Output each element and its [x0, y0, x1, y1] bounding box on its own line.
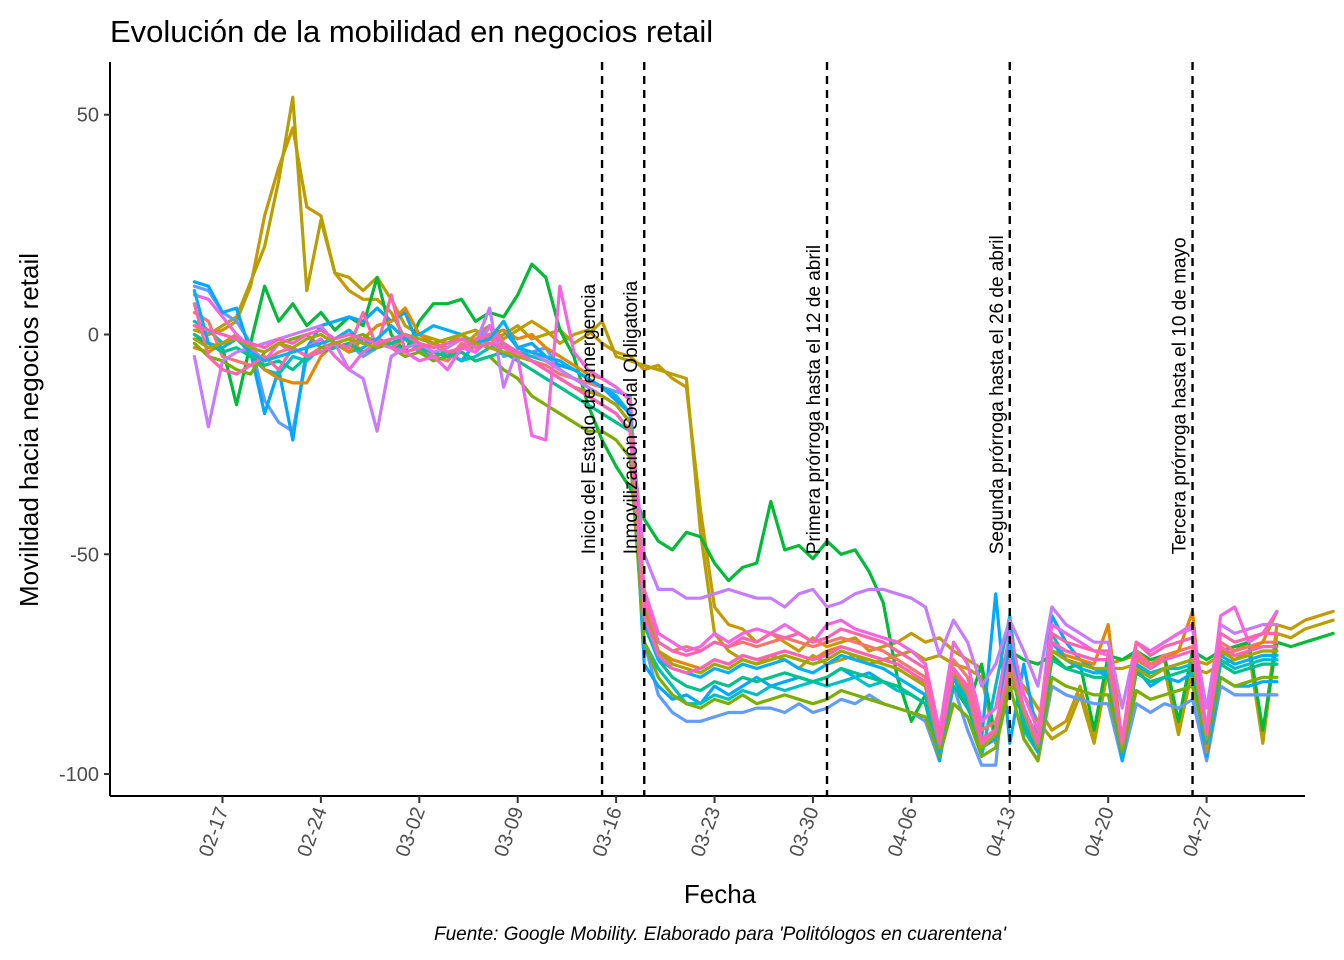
series-line-3: [192, 262, 1335, 754]
event-label-3: Primera prórroga hasta el 12 de abril: [804, 245, 825, 554]
x-tick-label: 02-24: [293, 804, 331, 860]
x-tick-label: 04-13: [982, 804, 1020, 860]
x-tick-label: 04-20: [1081, 804, 1119, 860]
event-label-1: Inicio del Estado de emergencia: [579, 283, 600, 554]
x-tick-label: 03-16: [589, 804, 627, 860]
plot-area: Inicio del Estado de emergencia Inmoviliz…: [59, 62, 1335, 860]
series-line-11: [192, 306, 1279, 710]
x-tick-label: 03-23: [687, 804, 725, 860]
y-tick-label: -50: [70, 544, 99, 566]
series-line-14: [192, 289, 1279, 754]
x-tick-label: 04-06: [884, 804, 922, 860]
x-tick-label: 03-09: [490, 804, 528, 860]
event-label-5: Tercera prórroga hasta el 10 de mayo: [1170, 237, 1191, 554]
chart-caption: Fuente: Google Mobility. Elaborado para …: [434, 924, 1007, 945]
y-tick-label: 0: [88, 325, 99, 347]
event-label-4: Segunda prórroga hasta el 26 de abril: [987, 235, 1008, 554]
x-tick-label: 04-27: [1179, 804, 1217, 860]
chart-title: Evolución de la mobilidad en negocios re…: [110, 14, 713, 49]
x-tick-label: 03-30: [785, 804, 823, 860]
y-tick-label: 50: [77, 105, 99, 127]
x-axis-title: Fecha: [684, 879, 757, 909]
y-axis-title: Movilidad hacia negocios retail: [14, 253, 44, 607]
x-tick-label: 02-17: [195, 804, 233, 860]
series-line-16: [192, 324, 1279, 745]
event-label-2: Inmovilización Social Obligatoria: [621, 280, 642, 554]
x-tick-label: 03-02: [392, 804, 430, 860]
y-tick-label: -100: [59, 764, 99, 786]
series-line-15: [192, 332, 1279, 750]
